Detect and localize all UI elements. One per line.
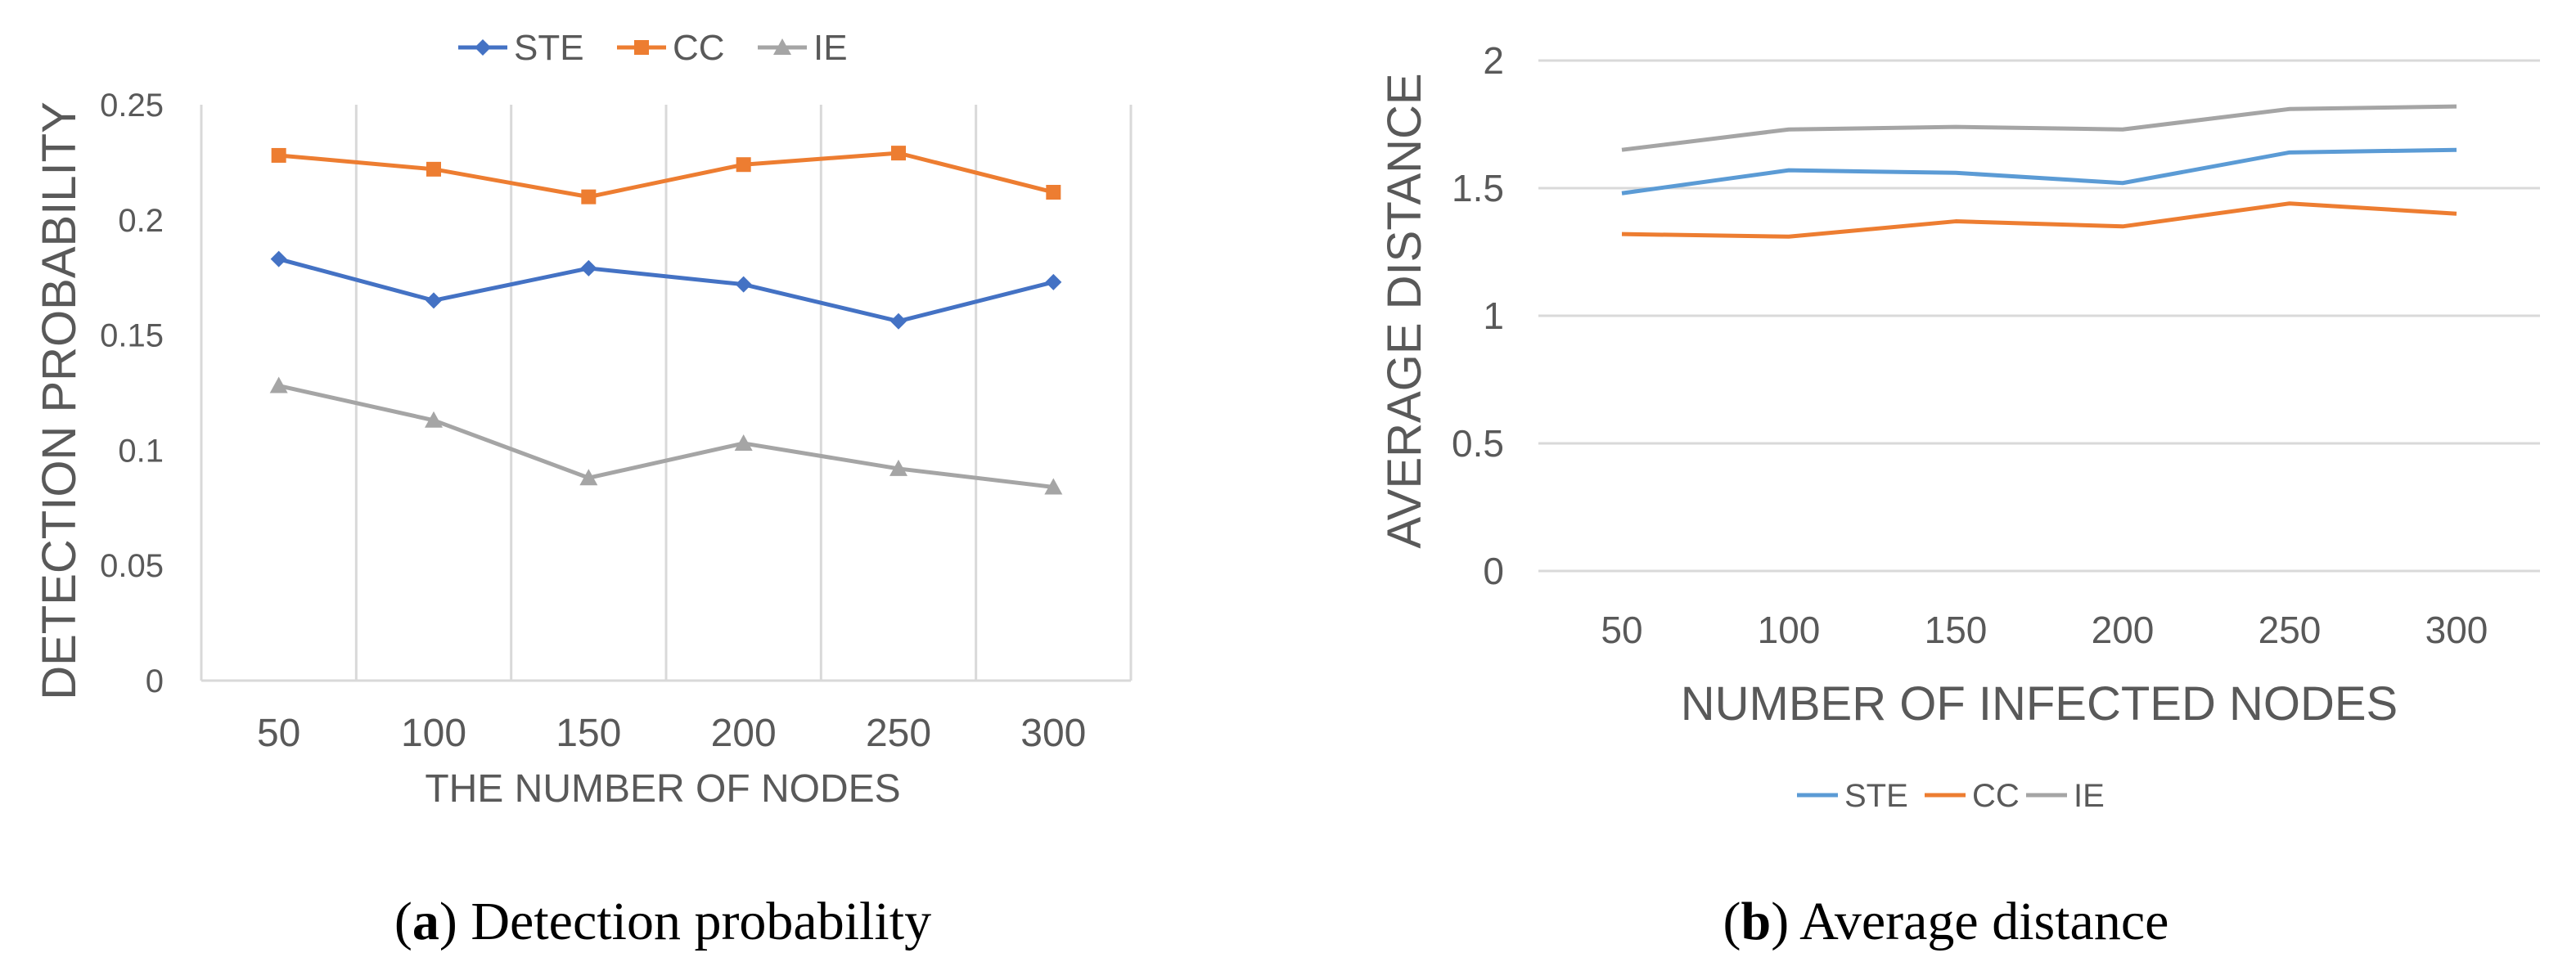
chart-a-series-cc-point xyxy=(271,147,286,163)
chart-a-series-ie-point xyxy=(889,459,907,476)
chart-b-y-tick-label: 1 xyxy=(1483,294,1504,337)
chart-a-legend-ste-label: STE xyxy=(514,28,584,68)
chart-b-y-tick-label: 2 xyxy=(1483,39,1504,82)
chart-b-x-tick-label: 150 xyxy=(1925,609,1988,651)
chart-b-caption: (b) Average distance xyxy=(1723,892,2169,951)
chart-a-series-cc-point xyxy=(426,161,441,177)
chart-a-legend-cc-marker xyxy=(634,40,649,55)
chart-a-series-ste-point xyxy=(426,292,442,309)
chart-b-x-tick-label: 200 xyxy=(2092,609,2155,651)
chart-a-x-tick-label: 300 xyxy=(1020,712,1086,755)
chart-a-series-ie-point xyxy=(425,411,443,428)
chart-b-series-ie-line xyxy=(1621,104,2457,152)
chart-a-x-tick-label: 50 xyxy=(257,712,300,755)
chart-b-series-ste-line xyxy=(1621,147,2457,196)
chart-b-y-tick-label: 1.5 xyxy=(1452,167,1504,209)
chart-a-axes xyxy=(200,105,1131,682)
chart-b-caption-text: Average distance xyxy=(1789,892,2168,951)
chart-a-gridlines xyxy=(354,105,1133,681)
chart-a-legend-ste-marker xyxy=(475,39,491,56)
chart-b-x-tick-label: 100 xyxy=(1758,609,1821,651)
chart-b-x-tick-labels: 50 100 150 200 250 300 xyxy=(1601,609,2488,651)
chart-a-y-tick-label: 0.2 xyxy=(118,203,164,239)
chart-b-legend: STE CC IE xyxy=(1797,778,2105,814)
chart-a-y-tick-label: 0.1 xyxy=(118,433,164,469)
chart-a-caption-text: Detection probability xyxy=(457,892,931,951)
chart-a-legend-ie-marker xyxy=(773,38,791,55)
chart-a-y-tick-label: 0.15 xyxy=(100,318,164,354)
chart-a-series-ie-point xyxy=(579,469,598,486)
chart-a-detection-probability: 0 0.05 0.1 0.15 0.2 0.25 50 100 150 200 250 300 ST… xyxy=(33,28,1133,951)
chart-b-series-cc-line xyxy=(1621,201,2457,239)
chart-a-series-ste-line xyxy=(278,257,1054,324)
chart-a-legend: STE CC IE xyxy=(458,28,848,68)
chart-b-gridlines xyxy=(1538,59,2540,573)
chart-a-series-ste-point xyxy=(1045,273,1062,290)
chart-a-series-ie-point xyxy=(734,434,753,451)
chart-a-legend-ie-label: IE xyxy=(813,28,848,68)
chart-a-series-ie-point xyxy=(1044,478,1063,495)
chart-a-series-cc-point xyxy=(736,157,751,173)
chart-a-y-tick-label: 0 xyxy=(146,663,164,699)
chart-b-series xyxy=(1621,104,2457,239)
chart-b-x-axis-label: NUMBER OF INFECTED NODES xyxy=(1681,677,2398,731)
chart-a-series-ie-point xyxy=(269,376,288,393)
chart-a-x-tick-label: 150 xyxy=(556,712,621,755)
chart-b-y-tick-label: 0.5 xyxy=(1452,422,1504,465)
chart-a-series-cc-point xyxy=(581,189,597,205)
chart-a-x-tick-label: 100 xyxy=(401,712,466,755)
chart-a-y-tick-label: 0.05 xyxy=(100,548,164,584)
chart-b-x-tick-label: 300 xyxy=(2425,609,2488,651)
chart-a-y-tick-label: 0.25 xyxy=(100,88,164,124)
chart-b-average-distance: 0 0.5 1 1.5 2 50 100 150 200 250 300 STE CC IE AVER… xyxy=(1378,39,2540,951)
chart-b-caption-label: b xyxy=(1741,892,1772,951)
chart-a-series-cc-point xyxy=(1046,185,1061,200)
chart-a-x-axis-label: THE NUMBER OF NODES xyxy=(425,767,900,811)
chart-a-series-ie-line xyxy=(278,384,1054,489)
chart-a-legend-cc-label: CC xyxy=(673,28,725,68)
chart-a-series xyxy=(269,146,1063,495)
chart-a-x-tick-label: 250 xyxy=(866,712,931,755)
chart-b-y-tick-label: 0 xyxy=(1483,550,1504,592)
chart-a-series-cc-line xyxy=(278,151,1054,200)
chart-b-legend-cc-label: CC xyxy=(1972,778,2020,814)
chart-b-x-tick-label: 250 xyxy=(2259,609,2322,651)
chart-b-legend-ste-label: STE xyxy=(1844,778,1908,814)
chart-a-x-tick-labels: 50 100 150 200 250 300 xyxy=(257,712,1086,755)
chart-a-series-ste-point xyxy=(890,312,907,330)
chart-a-y-tick-labels: 0 0.05 0.1 0.15 0.2 0.25 xyxy=(100,88,164,699)
chart-a-y-axis-label: DETECTION PROBABILITY xyxy=(33,101,86,700)
chart-a-series-ste-point xyxy=(735,276,752,293)
chart-a-series-cc-point xyxy=(891,146,906,161)
chart-b-y-axis-label: AVERAGE DISTANCE xyxy=(1378,73,1431,548)
chart-a-caption-label: a xyxy=(412,892,439,951)
chart-a-caption: (a) Detection probability xyxy=(394,892,931,951)
chart-a-x-tick-label: 200 xyxy=(711,712,777,755)
chart-b-x-tick-label: 50 xyxy=(1601,609,1642,651)
chart-a-series-ste-point xyxy=(580,259,597,276)
chart-b-y-tick-labels: 0 0.5 1 1.5 2 xyxy=(1452,39,1504,592)
chart-b-legend-ie-label: IE xyxy=(2074,778,2105,814)
chart-a-series-ste-point xyxy=(270,250,287,267)
